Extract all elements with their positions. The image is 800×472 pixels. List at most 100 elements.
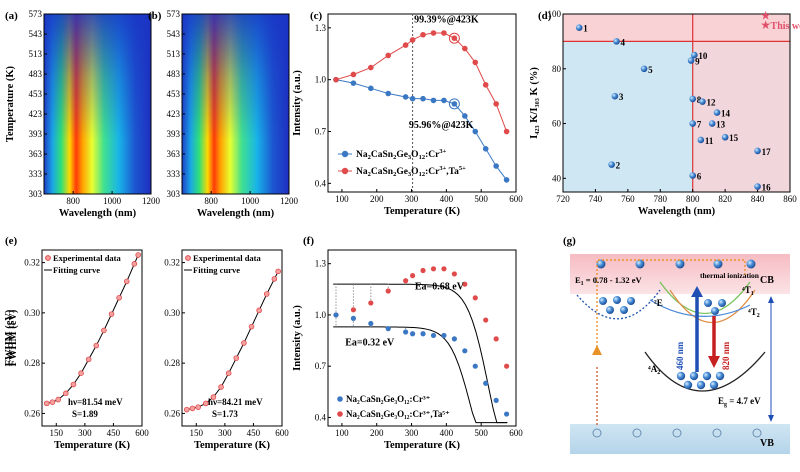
point-label: 11: [705, 136, 714, 146]
point-label: 1: [583, 24, 588, 34]
point-label: 13: [716, 120, 726, 130]
data-point: [504, 411, 510, 417]
legend-text: Experimental data: [53, 253, 122, 263]
y-tick-label: 0.32: [164, 258, 180, 268]
data-point: [462, 281, 468, 287]
data-point: [611, 92, 619, 100]
data-point: [430, 332, 437, 339]
panel-e: (e) 150 300 450 600 0.26 0.28 0.30 0.32 Temperat…: [4, 235, 289, 451]
y-tick-label: 393: [167, 129, 181, 139]
point-label: 2: [616, 161, 621, 171]
data-point: [350, 307, 357, 313]
emission-arrow-head: [708, 356, 720, 368]
x-tick-label: 600: [509, 194, 523, 204]
data-point: [333, 312, 339, 318]
data-point: [233, 355, 240, 361]
x-tick-label: 400: [440, 428, 454, 438]
y-tick-label: 513: [29, 49, 43, 59]
legend-marker: [185, 255, 191, 261]
x-tick-label: 1000: [103, 196, 122, 206]
panel-g-tag: (g): [563, 235, 576, 247]
data-point: [472, 295, 478, 301]
y-tick-label: 543: [29, 29, 43, 39]
legend-c-text-2: Na2CaSn2Ge3O12:Cr3+,Ta5+: [356, 165, 466, 178]
y-tick-label: 80: [552, 64, 562, 74]
data-point: [410, 273, 416, 279]
this-work-star: ★: [760, 18, 771, 32]
y-tick-label: 0.30: [164, 308, 180, 318]
data-point: [409, 95, 416, 102]
x-tick-label: 300: [405, 194, 419, 204]
data-point: [462, 113, 468, 119]
region-pink-v: [692, 14, 790, 192]
x-tick-label: 800: [686, 194, 700, 204]
point-label: 17: [762, 147, 772, 157]
eg-label: Eg = 4.7 eV: [718, 396, 761, 408]
data-point: [430, 30, 437, 36]
data-point: [368, 64, 374, 71]
x-axis-label: Wavelength (nm): [197, 208, 275, 219]
y-tick-label: 513: [167, 49, 181, 59]
data-point: [350, 80, 357, 86]
data-point: [441, 266, 447, 272]
data-point: [430, 97, 437, 104]
point-label: 6: [697, 172, 702, 182]
plot-frame: [41, 249, 143, 427]
data-point: [333, 76, 339, 83]
data-point: [203, 400, 209, 407]
point-label: 9: [695, 57, 700, 67]
panel-c: (c) 100 200 300 400 500 600 0.4 0.7 1.0 1.3 Temper…: [292, 10, 523, 217]
x-tick-label: 150: [50, 428, 64, 438]
data-point: [483, 380, 489, 386]
data-point: [70, 381, 77, 388]
cb-electron: [635, 259, 645, 269]
data-point: [350, 71, 357, 78]
data-point: [691, 51, 698, 59]
y-tick-label: 60: [552, 119, 562, 129]
data-point: [256, 307, 262, 314]
data-point: [271, 276, 278, 282]
data-point: [131, 261, 138, 267]
x-tick-label: 600: [135, 428, 149, 438]
ea-red: Ea=0.68 eV: [415, 281, 465, 292]
x-tick-label: 450: [107, 428, 121, 438]
data-point: [403, 329, 409, 335]
panel-a: (a) 303 333 363 393 423 453 483 513 543 573 800 100…: [5, 9, 161, 219]
highlight-ring: [448, 32, 460, 44]
data-point: [713, 109, 721, 116]
trap-electron: [599, 297, 607, 305]
data-point: [689, 172, 697, 179]
data-point: [218, 384, 224, 390]
plot-frame: [562, 13, 791, 193]
y-tick-label: 1.3: [315, 259, 327, 269]
data-point: [55, 396, 61, 403]
y-tick-label: 0.7: [315, 361, 327, 371]
e1-label: E1 = 0.78 - 1.32 eV: [575, 275, 642, 287]
legend-text: Na₂CaSn₂Ge₃O₁₂:Cr³⁺: [346, 394, 431, 404]
ground-electron: [715, 371, 725, 381]
data-point: [385, 288, 391, 294]
data-point: [503, 128, 510, 135]
excitation-arrow-head: [691, 286, 703, 297]
y-axis-label: Intensity (a.u.): [292, 305, 303, 371]
fitting-curve: [186, 271, 279, 411]
x-tick-label: 820: [718, 194, 732, 204]
legend-marker: [45, 255, 51, 261]
y-tick-label: 453: [29, 89, 43, 99]
y-tick-label: 483: [167, 69, 181, 79]
x-tick-label: 1000: [241, 196, 260, 206]
y-tick-label: 423: [167, 109, 181, 119]
data-point: [493, 397, 499, 403]
x-tick-label: 780: [654, 194, 668, 204]
data-point: [78, 370, 84, 377]
data-point: [608, 161, 615, 168]
x-tick-label: 300: [405, 428, 419, 438]
thermal-label: thermal ionization: [700, 271, 760, 280]
data-point: [410, 331, 416, 337]
vb-hole: [712, 428, 722, 438]
vb-hole: [672, 428, 682, 438]
x-tick-label: 200: [370, 194, 384, 204]
y-tick-label: 393: [29, 129, 43, 139]
fit-s: S=1.73: [212, 409, 238, 419]
data-point: [613, 38, 620, 45]
